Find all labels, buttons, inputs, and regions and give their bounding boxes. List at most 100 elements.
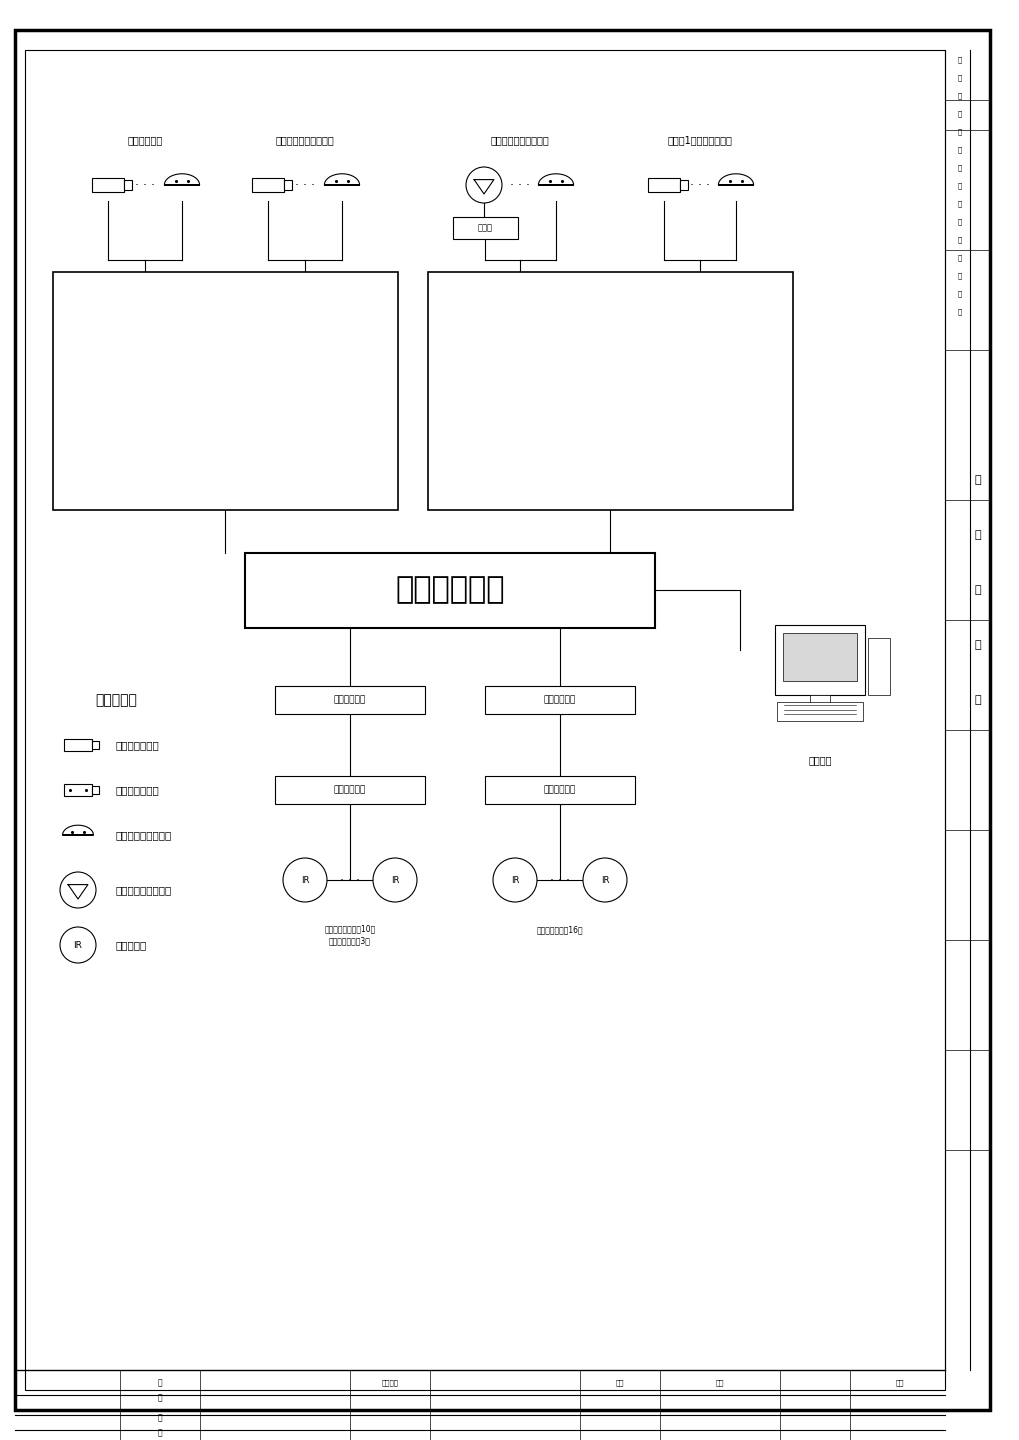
Text: IR: IR [390, 876, 398, 884]
Bar [124, 180, 131, 190]
Text: 20"电视机: 20"电视机 [682, 498, 716, 508]
Text: 防盗报警主机: 防盗报警主机 [543, 785, 576, 795]
Text: 系: 系 [974, 585, 980, 595]
Text: 限: 限 [957, 272, 961, 279]
Bar [647, 177, 680, 192]
Bar [484, 776, 635, 804]
Text: 司: 司 [957, 308, 961, 315]
Text: 解码器: 解码器 [477, 223, 492, 232]
Text: 矩阵切换主机: 矩阵切换主机 [395, 576, 504, 605]
Text: · · ·: · · · [549, 874, 570, 887]
Text: 计: 计 [158, 1394, 162, 1403]
Circle shape [60, 927, 96, 963]
Bar [121, 478, 169, 490]
Text: · · ·: · · · [689, 179, 709, 192]
Bar [283, 180, 291, 190]
Text: IR: IR [301, 876, 309, 884]
Text: 20"电视机: 20"电视机 [287, 498, 322, 508]
Bar [627, 276, 771, 304]
Bar [495, 478, 543, 490]
Bar [272, 418, 337, 465]
Text: 数字化录象机: 数字化录象机 [593, 346, 626, 354]
Bar [107, 413, 183, 477]
Bar [783, 632, 856, 681]
Bar [266, 413, 343, 477]
Text: 比例: 比例 [895, 1380, 904, 1387]
Bar [72, 276, 217, 304]
Text: 厦: 厦 [957, 128, 961, 135]
Text: 图名: 图名 [615, 1380, 624, 1387]
Text: 设: 设 [957, 219, 961, 225]
Polygon shape [538, 174, 573, 184]
Text: 江: 江 [957, 75, 961, 81]
Bar [427, 272, 792, 510]
Polygon shape [164, 174, 200, 184]
Text: 统: 统 [957, 200, 961, 207]
Text: · · ·: · · · [339, 874, 360, 887]
Text: 设: 设 [158, 1378, 162, 1388]
Bar [539, 337, 680, 363]
Text: 大: 大 [957, 111, 961, 117]
Text: 有: 有 [957, 255, 961, 261]
Bar [680, 180, 688, 190]
Text: 地下室及出入口摄像机: 地下室及出入口摄像机 [275, 135, 334, 145]
Text: 图: 图 [974, 696, 980, 706]
Text: 监: 监 [974, 475, 980, 485]
Bar [155, 337, 294, 363]
Polygon shape [62, 825, 94, 835]
Bar [112, 418, 177, 465]
Bar [252, 177, 283, 192]
Text: 核: 核 [158, 1428, 162, 1437]
Bar [867, 638, 890, 696]
Text: 周界报警探测器共10只
防盗报警探测器3只: 周界报警探测器共10只 防盗报警探测器3只 [324, 924, 375, 946]
Text: 20"电视机: 20"电视机 [502, 498, 537, 508]
Circle shape [583, 858, 627, 901]
Text: 弱: 弱 [957, 147, 961, 153]
Circle shape [282, 858, 327, 901]
Text: 办公楼摄像机: 办公楼摄像机 [127, 135, 162, 145]
Bar [64, 783, 92, 796]
Text: 彩色十六画面分割器: 彩色十六画面分割器 [280, 285, 329, 295]
Text: 报警驱动接口: 报警驱动接口 [543, 696, 576, 704]
Text: 电: 电 [957, 164, 961, 171]
Text: 彩色十六画面分割器: 彩色十六画面分割器 [676, 285, 723, 295]
Bar [64, 739, 92, 752]
Text: · · ·: · · · [510, 179, 530, 192]
Polygon shape [324, 174, 360, 184]
Bar [666, 418, 732, 465]
Text: 公寓楼及出入口摄像机: 公寓楼及出入口摄像机 [490, 135, 549, 145]
Bar [275, 776, 425, 804]
Text: · · ·: · · · [135, 179, 155, 192]
Text: 系: 系 [957, 183, 961, 189]
Text: 工程名称: 工程名称 [381, 1380, 398, 1387]
Text: 彩色半球定焦摄象机: 彩色半球定焦摄象机 [115, 886, 171, 896]
Bar [52, 272, 397, 510]
Text: 公: 公 [957, 291, 961, 297]
Bar [676, 478, 723, 490]
Bar [661, 413, 738, 477]
Text: 控: 控 [974, 530, 980, 540]
Text: 防盗报警主机: 防盗报警主机 [333, 785, 366, 795]
Text: IR: IR [511, 876, 519, 884]
Text: 报警驱动接口: 报警驱动接口 [333, 696, 366, 704]
Text: 智能探测器: 智能探测器 [115, 940, 146, 950]
Text: 彩色十六画面分割器: 彩色十六画面分割器 [120, 285, 169, 295]
Bar [810, 696, 828, 704]
Bar [280, 478, 329, 490]
Bar [447, 276, 592, 304]
Text: IR: IR [73, 940, 83, 949]
Bar [232, 276, 377, 304]
Text: 管理电脑: 管理电脑 [807, 755, 830, 765]
Bar [92, 786, 99, 795]
Text: 浙: 浙 [957, 56, 961, 63]
Text: 审: 审 [158, 1414, 162, 1423]
Bar [481, 413, 557, 477]
Circle shape [492, 858, 536, 901]
Text: 数字化录象机: 数字化录象机 [209, 346, 240, 354]
Text: 计: 计 [957, 236, 961, 243]
Text: 黑白定焦摄象机: 黑白定焦摄象机 [115, 740, 159, 750]
Text: 彩色半球定焦摄象机: 彩色半球定焦摄象机 [115, 829, 171, 840]
Polygon shape [717, 174, 753, 184]
Bar [487, 418, 552, 465]
Bar [776, 701, 862, 721]
